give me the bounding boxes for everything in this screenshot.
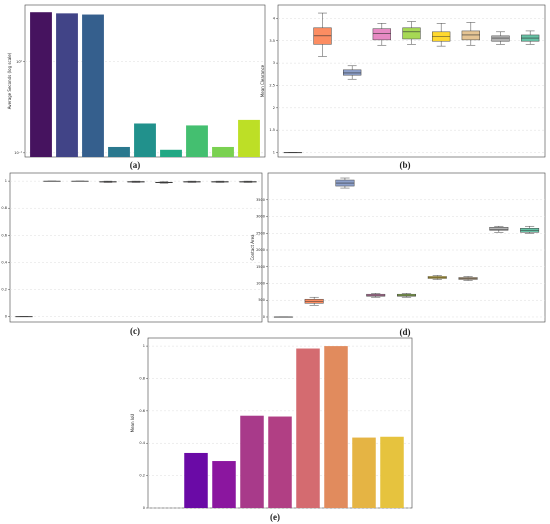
box [489, 226, 509, 231]
bar [160, 149, 182, 157]
y-tick-label: 1 [5, 179, 7, 183]
y-tick-label: 3500 [256, 198, 265, 202]
y-tick-label: 10⁻¹ [14, 151, 22, 155]
bar [186, 125, 208, 157]
panel-label: (b) [400, 160, 411, 170]
plot-area [9, 172, 263, 323]
bar [108, 146, 130, 157]
panel-label: (a) [130, 160, 141, 170]
y-tick-label: 4 [273, 16, 276, 20]
y-tick-label: 500 [258, 298, 265, 302]
y-tick-label: 0.4 [1, 260, 7, 264]
box [402, 27, 421, 40]
y-tick-label: 3000 [256, 215, 265, 219]
y-tick-label: 3 [273, 61, 275, 65]
bar [238, 119, 260, 157]
y-tick-label: 0.8 [1, 206, 7, 210]
panel-label: (d) [400, 327, 411, 337]
bar [352, 437, 376, 508]
bar [56, 13, 78, 157]
y-tick-label: 0.2 [139, 474, 145, 478]
box [491, 35, 510, 42]
box [461, 30, 480, 41]
panel-label: (e) [270, 512, 280, 522]
y-tick-label: 0 [5, 315, 7, 319]
y-tick-label: 1 [273, 151, 275, 155]
y-tick-label: 0 [263, 315, 265, 319]
y-tick-label: 1.5 [269, 128, 275, 132]
y-tick-label: 0 [143, 506, 145, 510]
bar [268, 416, 292, 508]
bar [82, 14, 104, 158]
y-tick-label: 2.5 [269, 83, 275, 87]
bar [212, 146, 234, 157]
y-tick-label: 1000 [256, 281, 265, 285]
y-tick-label: 1500 [256, 265, 265, 269]
bar [296, 348, 320, 508]
bar [380, 436, 404, 508]
y-tick-label: 3.5 [269, 39, 275, 43]
y-tick-label: 0.4 [139, 441, 145, 445]
y-tick-label: 2 [273, 106, 275, 110]
y-tick-label: 2500 [256, 231, 265, 235]
panel-label: (c) [130, 326, 140, 336]
bar [134, 123, 156, 157]
bar [30, 12, 52, 157]
bar [240, 415, 264, 508]
y-axis-label: Mean IoU [130, 414, 135, 433]
y-tick-label: 1 [143, 344, 145, 348]
bar [184, 452, 208, 508]
bar [212, 461, 236, 508]
box [372, 28, 391, 41]
y-tick-label: 10⁰ [16, 60, 22, 64]
box [343, 69, 362, 76]
y-tick-label: 0.6 [139, 409, 145, 413]
y-axis-label: Average Seconds (log scale) [7, 52, 12, 109]
y-axis-label: Mean Clearance [260, 64, 265, 97]
y-tick-label: 0.2 [1, 287, 7, 291]
y-axis-label: Contact Area [250, 234, 255, 261]
y-tick-label: 0.8 [139, 376, 145, 380]
y-tick-label: 0.6 [1, 233, 7, 237]
bar [324, 346, 348, 508]
y-tick-label: 2000 [256, 248, 265, 252]
